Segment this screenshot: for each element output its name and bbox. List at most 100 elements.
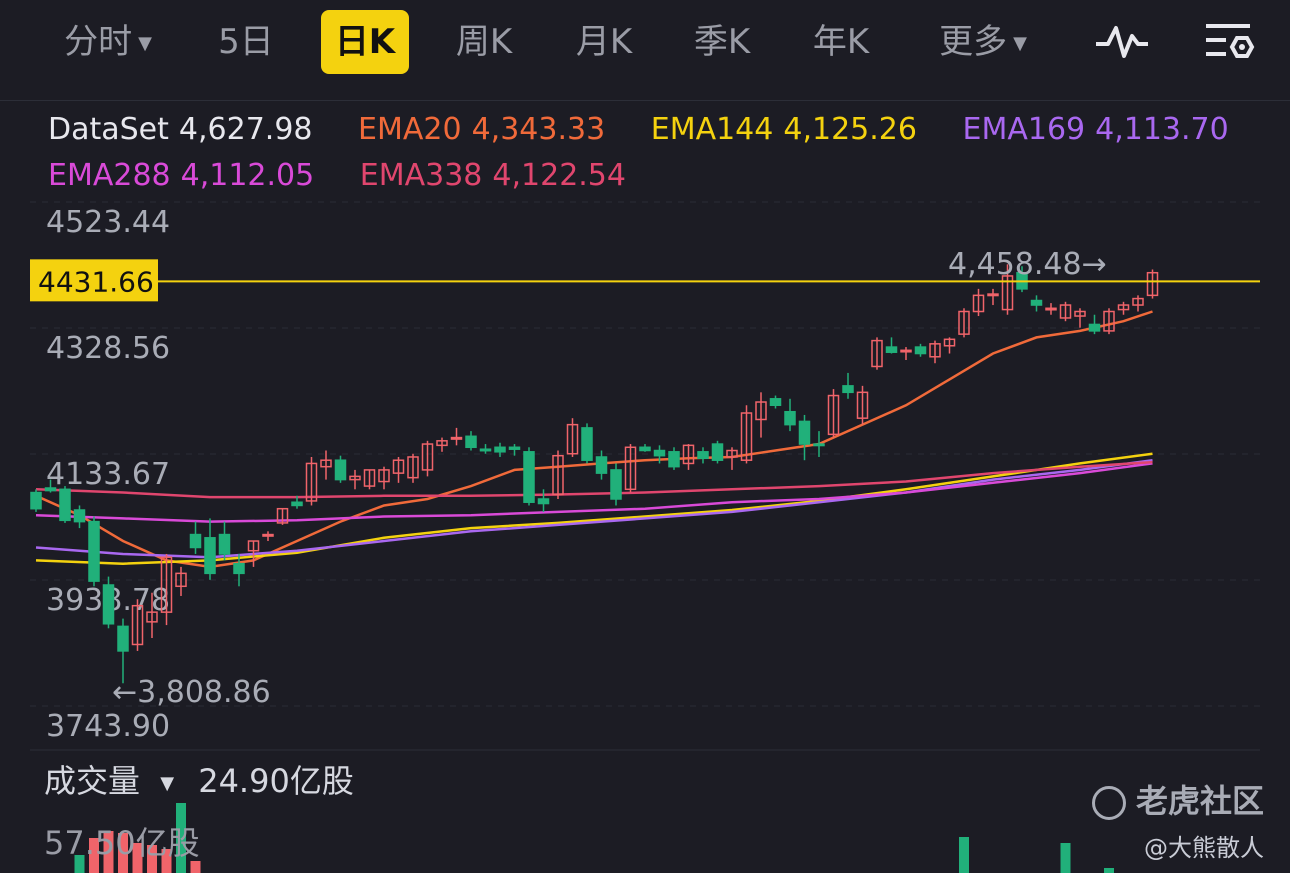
tab-more[interactable]: 更多 ▼ <box>924 10 1042 74</box>
tab-monthly-k[interactable]: 月K <box>566 10 642 74</box>
candle-body <box>59 488 71 522</box>
legend-ema20: EMA20 4,343.33 <box>358 112 606 147</box>
legend-dataset: DataSet 4,627.98 <box>48 112 313 147</box>
candle-body <box>1146 271 1159 297</box>
candle-body <box>943 338 956 347</box>
candle-body <box>566 423 579 455</box>
volume-bar <box>1060 843 1071 873</box>
tab-5day[interactable]: 5日 <box>208 10 284 74</box>
divider <box>0 100 1290 101</box>
candle-body <box>88 520 100 582</box>
candle-body <box>175 572 187 588</box>
legend-row-1: DataSet 4,627.98 EMA20 4,343.33 EMA144 4,12… <box>48 112 1265 147</box>
candle-body <box>73 509 86 523</box>
tab-label: 日K <box>334 22 396 62</box>
candle-body <box>726 449 738 458</box>
candle-body <box>44 487 57 492</box>
tab-daily-k[interactable]: 日K <box>321 10 409 74</box>
watermark-brand: 老虎社区 <box>1091 776 1264 822</box>
candle-body <box>233 562 245 575</box>
candle-body <box>291 501 303 507</box>
period-tabs: 分时 ▼ 5日 日K 周K 月K 季K 年K 更多 ▼ <box>0 0 1290 92</box>
low-annotation: ←3,808.86 <box>112 675 271 710</box>
chevron-down-icon[interactable]: ▼ <box>160 772 175 794</box>
legend-ema144: EMA144 4,125.26 <box>650 112 917 147</box>
candle-body <box>624 446 637 491</box>
candle-body <box>479 448 492 452</box>
candle-body <box>537 498 550 505</box>
tab-label: 年K <box>812 22 870 62</box>
tab-yearly-k[interactable]: 年K <box>803 10 879 74</box>
candle-body <box>320 459 332 468</box>
ema-line-ema338 <box>35 460 1153 499</box>
candle-body <box>639 446 651 452</box>
volume-bar <box>103 831 114 873</box>
wave-indicator-icon[interactable] <box>1094 18 1150 66</box>
candle-body <box>421 443 434 471</box>
candle-body <box>610 469 622 500</box>
candle-body <box>914 346 927 355</box>
candle-body <box>682 444 695 465</box>
candle-body <box>697 451 709 460</box>
candle-body <box>247 540 260 552</box>
candle-body <box>349 475 361 481</box>
candle-body <box>30 491 42 510</box>
candle-body <box>218 533 231 555</box>
high-annotation: 4,458.48→ <box>948 247 1107 282</box>
volume-value: 24.90亿股 <box>198 762 354 800</box>
watermark-author: @大熊散人 <box>1144 834 1264 862</box>
y-tick-label: 4523.44 <box>46 205 170 240</box>
y-tick-label: 3743.90 <box>46 709 170 744</box>
candle-body <box>102 584 115 625</box>
candle-body <box>494 446 506 453</box>
candle-body <box>523 451 535 503</box>
candle-body <box>146 611 158 623</box>
volume-header: 成交量 ▼ 24.90亿股 <box>44 756 354 802</box>
tab-label: 更多 <box>939 22 1008 62</box>
candle-body <box>508 446 521 450</box>
candle-body <box>885 346 898 353</box>
ema-line-ema144 <box>35 452 1153 565</box>
candle-body <box>740 412 753 461</box>
candle-body <box>653 449 666 457</box>
tab-intraday[interactable]: 分时 ▼ <box>52 10 164 74</box>
candle-body <box>827 394 840 436</box>
tab-quarterly-k[interactable]: 季K <box>684 10 760 74</box>
volume-bar <box>1104 868 1114 873</box>
candle-body <box>1088 323 1101 332</box>
candle-body <box>972 294 985 313</box>
candle-body <box>1001 275 1014 311</box>
candle-body <box>392 459 405 474</box>
candle-body <box>436 440 448 447</box>
candle-body <box>465 435 477 449</box>
candle-body <box>595 456 608 474</box>
tab-label: 季K <box>693 22 751 62</box>
candle-body <box>117 625 129 652</box>
candle-body <box>204 537 216 575</box>
tab-label: 分时 <box>64 22 133 62</box>
volume-bar <box>118 833 128 873</box>
candle-body <box>262 533 274 537</box>
volume-bar <box>161 849 172 873</box>
tab-label: 周K <box>455 22 513 62</box>
candle-body <box>334 459 347 481</box>
y-tick-label: 4133.67 <box>46 457 170 492</box>
candle-body <box>1132 297 1144 306</box>
volume-label[interactable]: 成交量 <box>44 762 141 800</box>
candle-body <box>363 469 376 487</box>
candle-body <box>1117 304 1130 311</box>
candle-body <box>1045 307 1057 311</box>
volume-bar <box>190 861 201 873</box>
tab-weekly-k[interactable]: 周K <box>446 10 522 74</box>
settings-gear-icon[interactable] <box>1200 18 1256 66</box>
y-tick-label: 4328.56 <box>46 331 170 366</box>
legend-ema169: EMA169 4,113.70 <box>962 112 1229 147</box>
ema-line-ema20 <box>35 310 1153 569</box>
candle-body <box>1059 304 1072 319</box>
candle-body <box>842 385 854 394</box>
candle-body <box>958 310 970 335</box>
legend-ema338: EMA338 4,122.54 <box>359 158 626 193</box>
candle-body <box>160 556 173 613</box>
candle-body <box>856 391 869 419</box>
